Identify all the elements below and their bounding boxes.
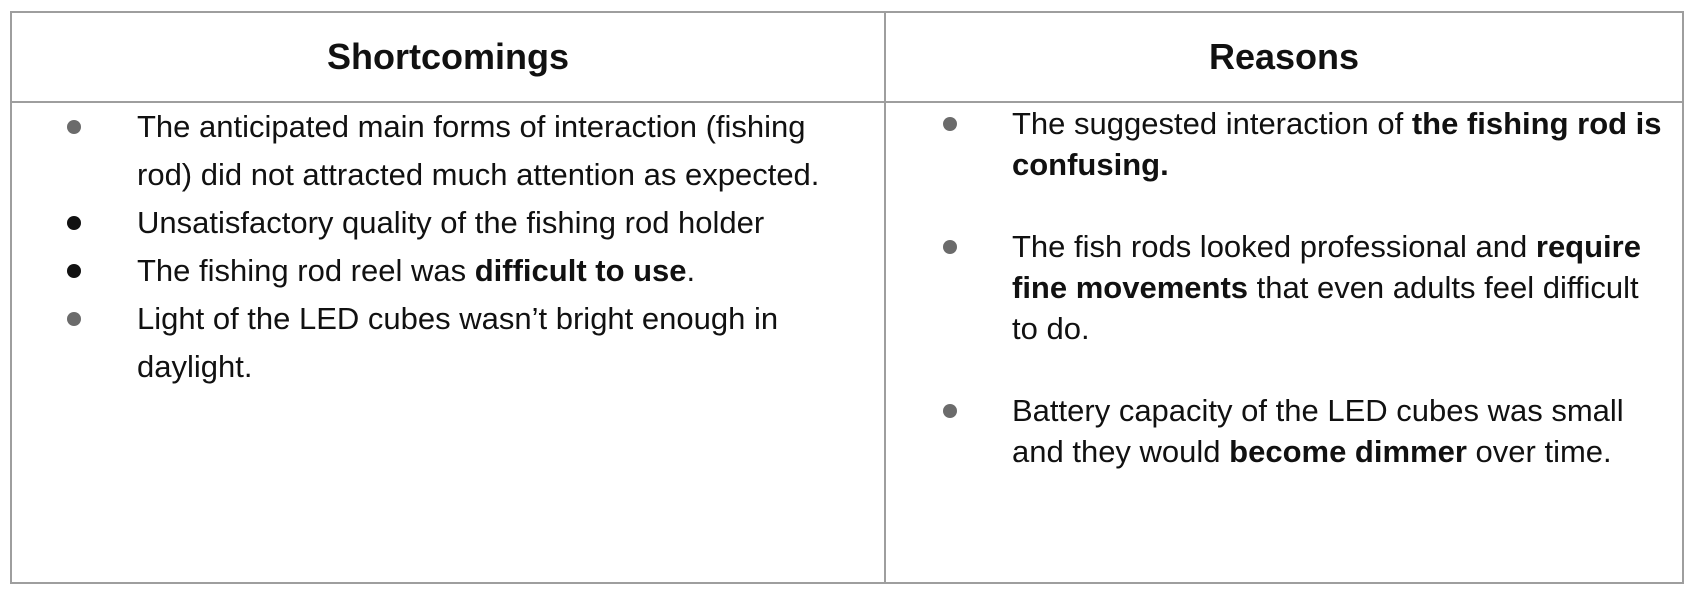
item-emphasis: the fishing rod is confusing. bbox=[1012, 106, 1662, 182]
bullet-icon bbox=[67, 264, 81, 278]
item-text: Unsatisfactory quality of the fishing ro… bbox=[137, 205, 765, 240]
list-item: The fish rods looked professional and re… bbox=[886, 226, 1682, 349]
item-emphasis: require fine movements bbox=[1012, 229, 1641, 305]
item-text: The anticipated main forms of interactio… bbox=[137, 109, 820, 192]
bullet-icon bbox=[943, 404, 957, 418]
column-divider bbox=[884, 13, 886, 582]
item-text: The fish rods looked professional and bbox=[1012, 229, 1536, 264]
table-header-row: Shortcomings Reasons bbox=[12, 13, 1682, 103]
list-item: The anticipated main forms of interactio… bbox=[12, 103, 884, 199]
bullet-icon bbox=[943, 117, 957, 131]
list-item: The suggested interaction of the fishing… bbox=[886, 103, 1682, 185]
reasons-list: The suggested interaction of the fishing… bbox=[886, 103, 1682, 472]
header-shortcomings: Shortcomings bbox=[326, 36, 569, 77]
list-item: Light of the LED cubes wasn’t bright eno… bbox=[12, 295, 884, 391]
header-reasons: Reasons bbox=[1208, 36, 1360, 77]
item-text-tail: over time. bbox=[1466, 434, 1612, 469]
item-text-tail: that even adults feel difficult to do. bbox=[1012, 270, 1639, 346]
item-text: The fishing rod reel was bbox=[137, 253, 475, 288]
item-text-tail: . bbox=[686, 253, 696, 288]
list-item: The fishing rod reel was difficult to us… bbox=[12, 247, 884, 295]
shortcomings-column: The anticipated main forms of interactio… bbox=[12, 103, 884, 391]
bullet-icon bbox=[67, 120, 81, 134]
reasons-column: The suggested interaction of the fishing… bbox=[886, 103, 1682, 513]
item-text: Light of the LED cubes wasn’t bright eno… bbox=[137, 301, 779, 384]
list-item: Unsatisfactory quality of the fishing ro… bbox=[12, 199, 884, 247]
bullet-icon bbox=[67, 216, 81, 230]
comparison-table: Shortcomings Reasons The anticipated mai… bbox=[10, 11, 1684, 584]
list-item: Battery capacity of the LED cubes was sm… bbox=[886, 390, 1682, 472]
shortcomings-list: The anticipated main forms of interactio… bbox=[12, 103, 884, 391]
item-text: The suggested interaction of bbox=[1012, 106, 1412, 141]
item-text: Battery capacity of the LED cubes was sm… bbox=[1012, 393, 1624, 469]
bullet-icon bbox=[67, 312, 81, 326]
item-emphasis: become dimmer bbox=[1229, 434, 1467, 469]
bullet-icon bbox=[943, 240, 957, 254]
item-emphasis: difficult to use bbox=[474, 253, 687, 288]
